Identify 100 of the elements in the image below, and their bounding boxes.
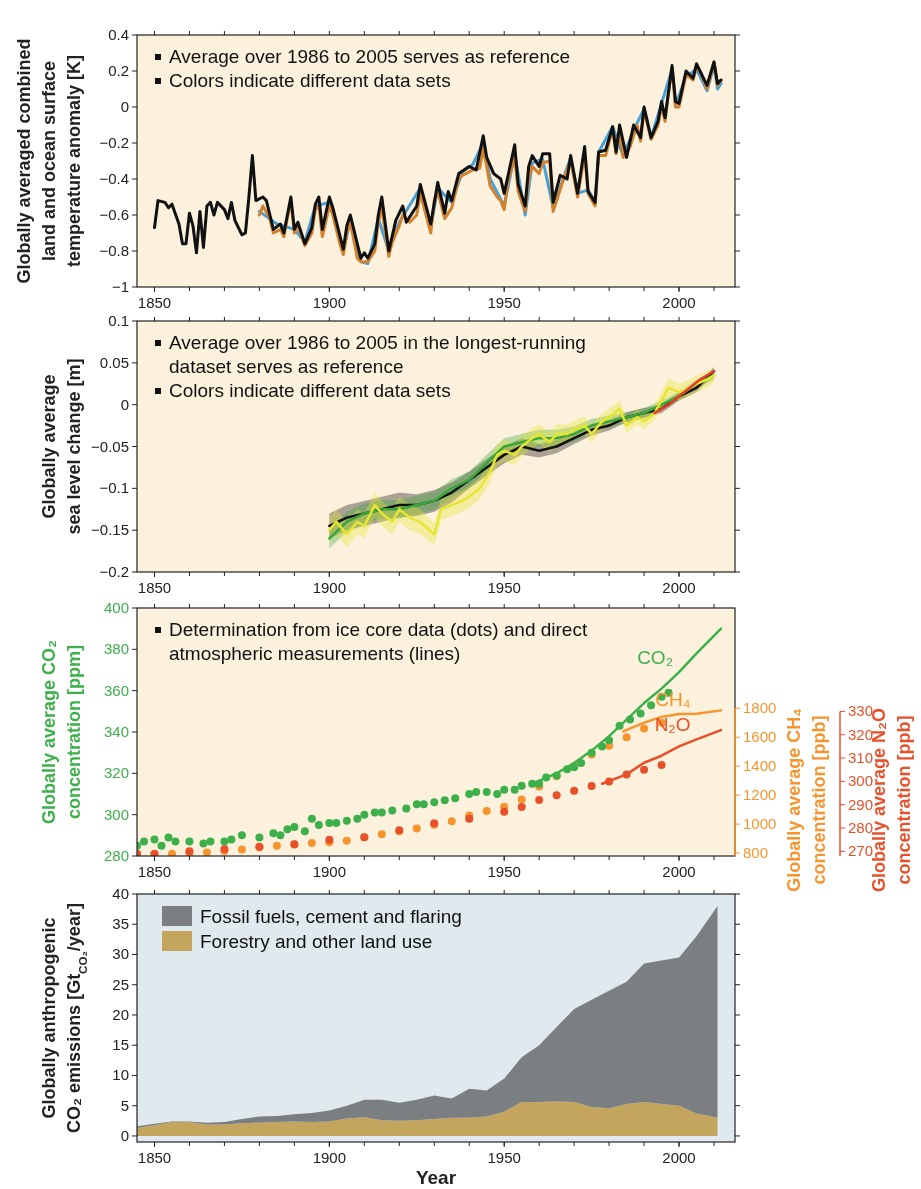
point	[430, 798, 439, 807]
annotation: Average over 1986 to 2005 serves as reference	[169, 46, 571, 67]
point	[353, 814, 362, 823]
point	[332, 818, 341, 827]
point	[237, 831, 246, 840]
y-tick-label: 0	[120, 1126, 129, 1144]
y-axis-title: Globally averaged combined land and ocean surface temperature anomaly [K]	[14, 38, 84, 284]
point	[360, 810, 369, 819]
point	[402, 804, 411, 813]
y-tick-label: 40	[112, 885, 129, 902]
y3-tick-label: 290	[848, 795, 874, 813]
point	[587, 782, 596, 791]
point	[657, 761, 666, 770]
point	[451, 794, 460, 803]
point	[185, 837, 194, 846]
point	[500, 807, 509, 816]
x-tick-label: 2000	[662, 579, 696, 596]
y-tick-label: −0.8	[99, 242, 129, 259]
point	[276, 831, 285, 840]
point	[640, 724, 649, 733]
series-label: CH₄	[655, 688, 691, 710]
point	[535, 796, 544, 805]
point	[139, 837, 148, 846]
point	[167, 849, 176, 856]
series-label: N₂O	[654, 714, 691, 736]
point	[272, 841, 281, 850]
x-tick-label: 1900	[312, 863, 347, 880]
point	[412, 824, 421, 833]
point	[206, 837, 215, 846]
point	[342, 836, 351, 845]
y-tick-label: 0.1	[108, 312, 129, 329]
point	[307, 814, 316, 823]
x-tick-label: 1950	[487, 863, 521, 880]
annotation: Average over 1986 to 2005 in the longest-running dataset serves as reference	[169, 332, 586, 377]
y-tick-label: −0.2	[99, 134, 129, 151]
point	[227, 835, 236, 844]
point	[412, 800, 421, 809]
annotation: Colors indicate different data sets	[169, 380, 451, 401]
y2-tick-label: 1800	[743, 699, 777, 717]
y2-tick-label: 1400	[743, 757, 777, 775]
y-tick-label: 10	[112, 1066, 129, 1084]
legend-label: Forestry and other land use	[200, 931, 433, 952]
y-tick-label: −0.1	[99, 479, 129, 497]
point	[577, 759, 586, 767]
point	[570, 786, 579, 795]
y-tick-label: 360	[103, 681, 129, 699]
y-tick-label: −0.4	[99, 170, 129, 187]
point	[255, 833, 264, 842]
y3-tick-label: 300	[848, 772, 874, 790]
point	[493, 790, 502, 798]
y-tick-label: −0.15	[91, 521, 129, 539]
y-tick-label: 0.05	[99, 353, 129, 371]
x-tick-label: 1900	[312, 294, 347, 311]
point	[342, 816, 351, 825]
y-tick-label: 20	[112, 1005, 129, 1023]
point	[314, 821, 323, 829]
point	[283, 825, 292, 834]
point	[388, 806, 397, 815]
x-tick-label: 1900	[312, 579, 347, 596]
point	[552, 791, 561, 800]
point	[171, 837, 180, 846]
x-tick-label: 1850	[137, 1149, 172, 1166]
point	[465, 790, 474, 798]
x-axis-title: Year	[415, 1167, 457, 1188]
point	[482, 807, 491, 816]
y2-tick-label: 1600	[743, 728, 777, 746]
point	[377, 808, 386, 817]
y-tick-label: −0.2	[99, 563, 129, 580]
x-tick-label: 1950	[487, 294, 521, 311]
point	[510, 785, 519, 794]
point	[622, 733, 631, 742]
x-tick-label: 1950	[487, 1149, 521, 1166]
point	[269, 829, 278, 838]
point	[500, 785, 509, 794]
point	[472, 787, 481, 796]
x-tick-label: 1950	[487, 579, 521, 596]
point	[377, 830, 386, 839]
point	[482, 787, 491, 796]
point	[150, 835, 159, 844]
y2-axis-title: Globally average CH₄ concentration [ppb]	[784, 708, 829, 892]
y-tick-label: 25	[112, 975, 129, 993]
x-tick-label: 1850	[137, 579, 172, 596]
point	[517, 803, 526, 812]
y-tick-label: 30	[112, 945, 129, 963]
y-tick-label: 320	[103, 764, 129, 782]
point	[199, 839, 208, 848]
x-tick-label: 2000	[662, 863, 696, 880]
y3-tick-label: 310	[848, 749, 874, 767]
line-series	[653, 369, 716, 415]
point	[290, 823, 299, 832]
point	[325, 818, 334, 827]
point	[636, 709, 645, 718]
y-tick-label: −0.6	[99, 206, 129, 223]
y-tick-label: 340	[103, 723, 129, 740]
y-tick-label: 0	[120, 98, 129, 115]
y-tick-label: 380	[103, 640, 129, 658]
point	[640, 765, 649, 774]
y2-tick-label: 1200	[743, 786, 777, 804]
point	[517, 795, 526, 804]
point	[419, 800, 428, 809]
